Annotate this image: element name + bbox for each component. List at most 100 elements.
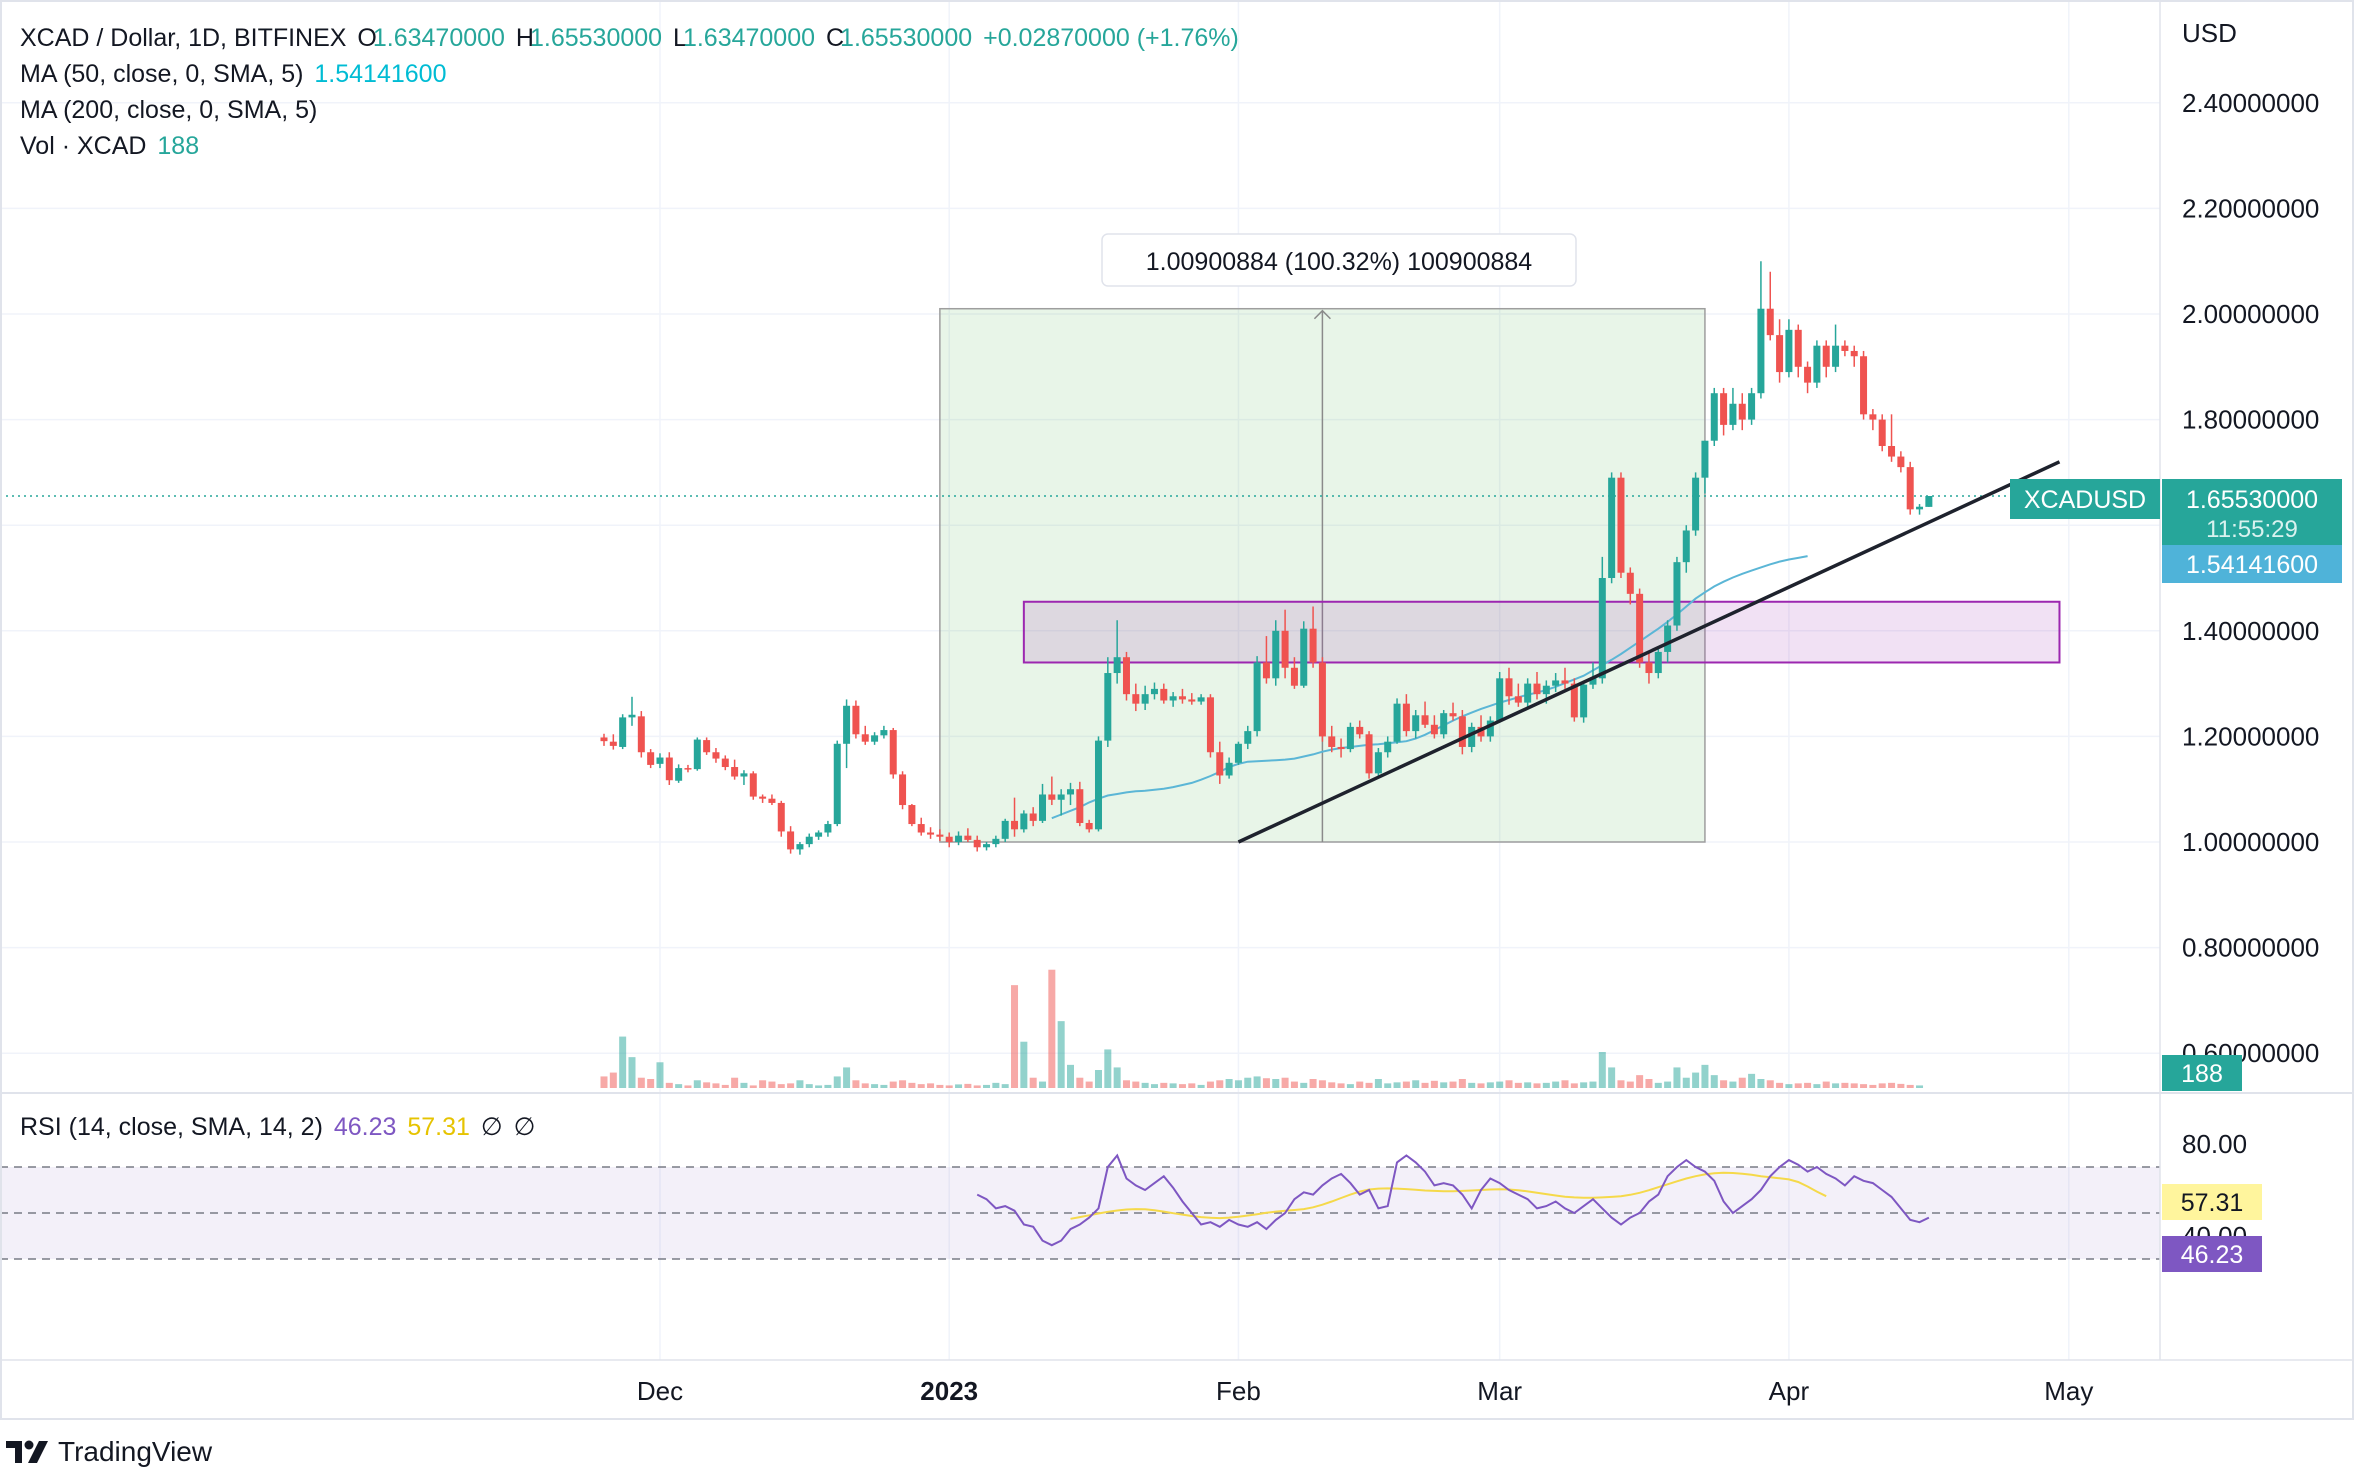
- ma50-line: [1051, 555, 1808, 820]
- candle-body: [1589, 678, 1597, 685]
- candle-body: [703, 740, 711, 753]
- candle-body: [1160, 688, 1168, 701]
- measure-label-box: [1101, 233, 1577, 287]
- tradingview-logo[interactable]: TradingView: [6, 1436, 212, 1468]
- candle: [1589, 662, 1597, 689]
- volume-bar: [889, 1081, 897, 1088]
- ma50-legend[interactable]: MA (50, close, 0, SMA, 5) 1.54141600: [20, 60, 450, 89]
- candle-body: [1505, 678, 1513, 697]
- candle-body: [1318, 662, 1326, 737]
- candle: [1337, 738, 1345, 758]
- candle: [1039, 783, 1047, 823]
- volume-bar: [768, 1081, 776, 1088]
- volume-bars: [600, 969, 1924, 1088]
- volume-bar: [1570, 1083, 1578, 1088]
- candle: [1458, 710, 1466, 755]
- volume-bar: [1832, 1083, 1840, 1088]
- time-axis: Dec 2023 Feb Mar Apr May: [637, 1376, 2094, 1406]
- rsi-value: 46.23: [333, 1113, 397, 1141]
- candle-body: [1402, 703, 1410, 732]
- candle: [1290, 657, 1298, 689]
- open-label: O: [357, 24, 377, 52]
- candle: [721, 755, 729, 771]
- candle: [1682, 525, 1690, 573]
- candle: [861, 725, 869, 745]
- candle-body: [899, 774, 907, 806]
- volume-bar: [1458, 1079, 1466, 1088]
- volume-bar: [1281, 1077, 1289, 1088]
- volume-bar: [1636, 1075, 1644, 1088]
- volume-bar: [1178, 1084, 1186, 1088]
- candle: [1514, 683, 1522, 707]
- candle-body: [1085, 822, 1093, 830]
- candle: [628, 696, 636, 726]
- volume-bar: [1673, 1067, 1681, 1088]
- candle: [703, 737, 711, 755]
- candle-body: [1057, 794, 1065, 800]
- low-label: L: [673, 24, 687, 52]
- candle-body: [1337, 746, 1345, 750]
- rsi-sma-value: 57.31: [407, 1113, 470, 1141]
- volume-bar: [1776, 1082, 1784, 1088]
- candle: [1244, 725, 1252, 750]
- candle: [1057, 789, 1065, 816]
- candle: [777, 800, 785, 837]
- candle-body: [1776, 335, 1784, 373]
- volume-bar: [1029, 1077, 1037, 1088]
- candle-body: [1150, 688, 1158, 695]
- candle: [1832, 324, 1840, 373]
- candle: [1580, 681, 1588, 723]
- candle-body: [1029, 813, 1037, 821]
- candle: [1104, 657, 1112, 747]
- candle-body: [1766, 308, 1774, 336]
- rsi-na-2: ∅: [513, 1113, 536, 1141]
- rsi-pane: [0, 1153, 2160, 1260]
- volume-bar: [740, 1082, 748, 1088]
- trendline: [1237, 460, 2061, 844]
- candle: [1412, 710, 1420, 739]
- candle-body: [1197, 697, 1205, 702]
- low-value: 1.63470000: [682, 24, 816, 52]
- high-label: H: [515, 24, 534, 52]
- candle-body: [1514, 696, 1522, 703]
- candle-body: [1412, 715, 1420, 732]
- volume-bar: [731, 1077, 739, 1088]
- candle: [1402, 694, 1410, 737]
- candle: [665, 752, 673, 785]
- volume-legend[interactable]: Vol · XCAD 188: [20, 132, 203, 161]
- candle-body: [1916, 506, 1924, 510]
- candle: [1178, 688, 1186, 704]
- volume-bar: [815, 1085, 823, 1088]
- volume-bar: [871, 1084, 879, 1088]
- rsi-line: [976, 1153, 1930, 1247]
- volume-bar: [787, 1083, 795, 1088]
- price-axis-currency: USD: [2182, 18, 2237, 48]
- volume-bar: [1160, 1082, 1168, 1088]
- candle: [1225, 757, 1233, 779]
- candle: [637, 711, 645, 758]
- volume-bar: [1542, 1082, 1550, 1088]
- volume-bar: [628, 1057, 636, 1088]
- volume-bar: [1598, 1052, 1606, 1088]
- rsi-legend[interactable]: RSI (14, close, SMA, 14, 2) 46.23 57.31 …: [20, 1112, 539, 1142]
- ma200-legend[interactable]: MA (200, close, 0, SMA, 5): [20, 96, 321, 125]
- candle: [1169, 692, 1177, 707]
- volume-bar: [1710, 1075, 1718, 1088]
- candle-body: [833, 743, 841, 825]
- change-value: +0.02870000 (+1.76%): [983, 24, 1239, 52]
- candle-body: [1430, 724, 1438, 735]
- candle-body: [1729, 403, 1737, 425]
- volume-bar: [1402, 1081, 1410, 1088]
- volume-bar: [973, 1085, 981, 1088]
- candle: [1076, 781, 1084, 827]
- volume-bar: [1020, 1041, 1028, 1088]
- candle: [1645, 651, 1653, 684]
- candle-body: [1076, 789, 1084, 823]
- candle-body: [1365, 734, 1373, 774]
- volume-bar: [945, 1085, 953, 1088]
- candle-body: [1608, 477, 1616, 578]
- open-value: 1.63470000: [372, 24, 505, 52]
- candle-body: [1888, 446, 1896, 457]
